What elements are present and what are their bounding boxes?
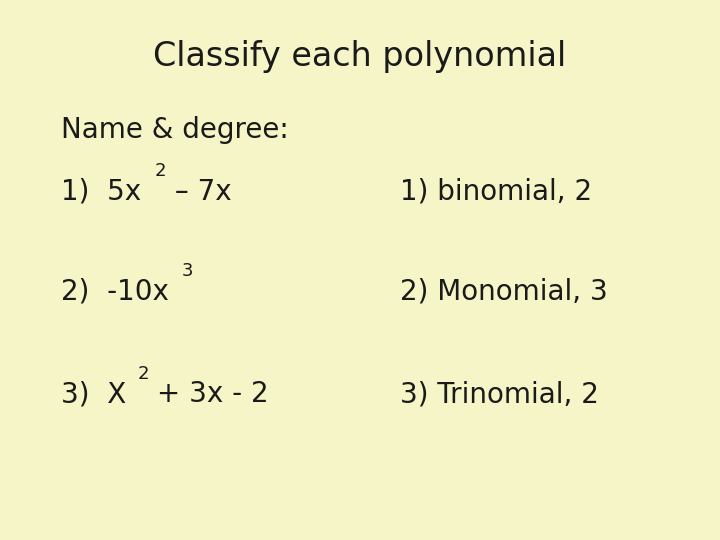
Text: – 7x: – 7x — [166, 178, 231, 206]
Text: Name & degree:: Name & degree: — [61, 116, 289, 144]
Text: Classify each polynomial: Classify each polynomial — [153, 40, 567, 73]
Text: 1)  5x: 1) 5x — [61, 178, 141, 206]
Text: 3: 3 — [182, 262, 194, 280]
Text: 1) binomial, 2: 1) binomial, 2 — [400, 178, 592, 206]
Text: 2: 2 — [138, 364, 149, 383]
Text: 2)  -10x: 2) -10x — [61, 278, 169, 306]
Text: 3)  X: 3) X — [61, 380, 127, 408]
Text: 3) Trinomial, 2: 3) Trinomial, 2 — [400, 380, 598, 408]
Text: 2) Monomial, 3: 2) Monomial, 3 — [400, 278, 608, 306]
Text: 2: 2 — [155, 162, 166, 180]
Text: + 3x - 2: + 3x - 2 — [148, 380, 269, 408]
